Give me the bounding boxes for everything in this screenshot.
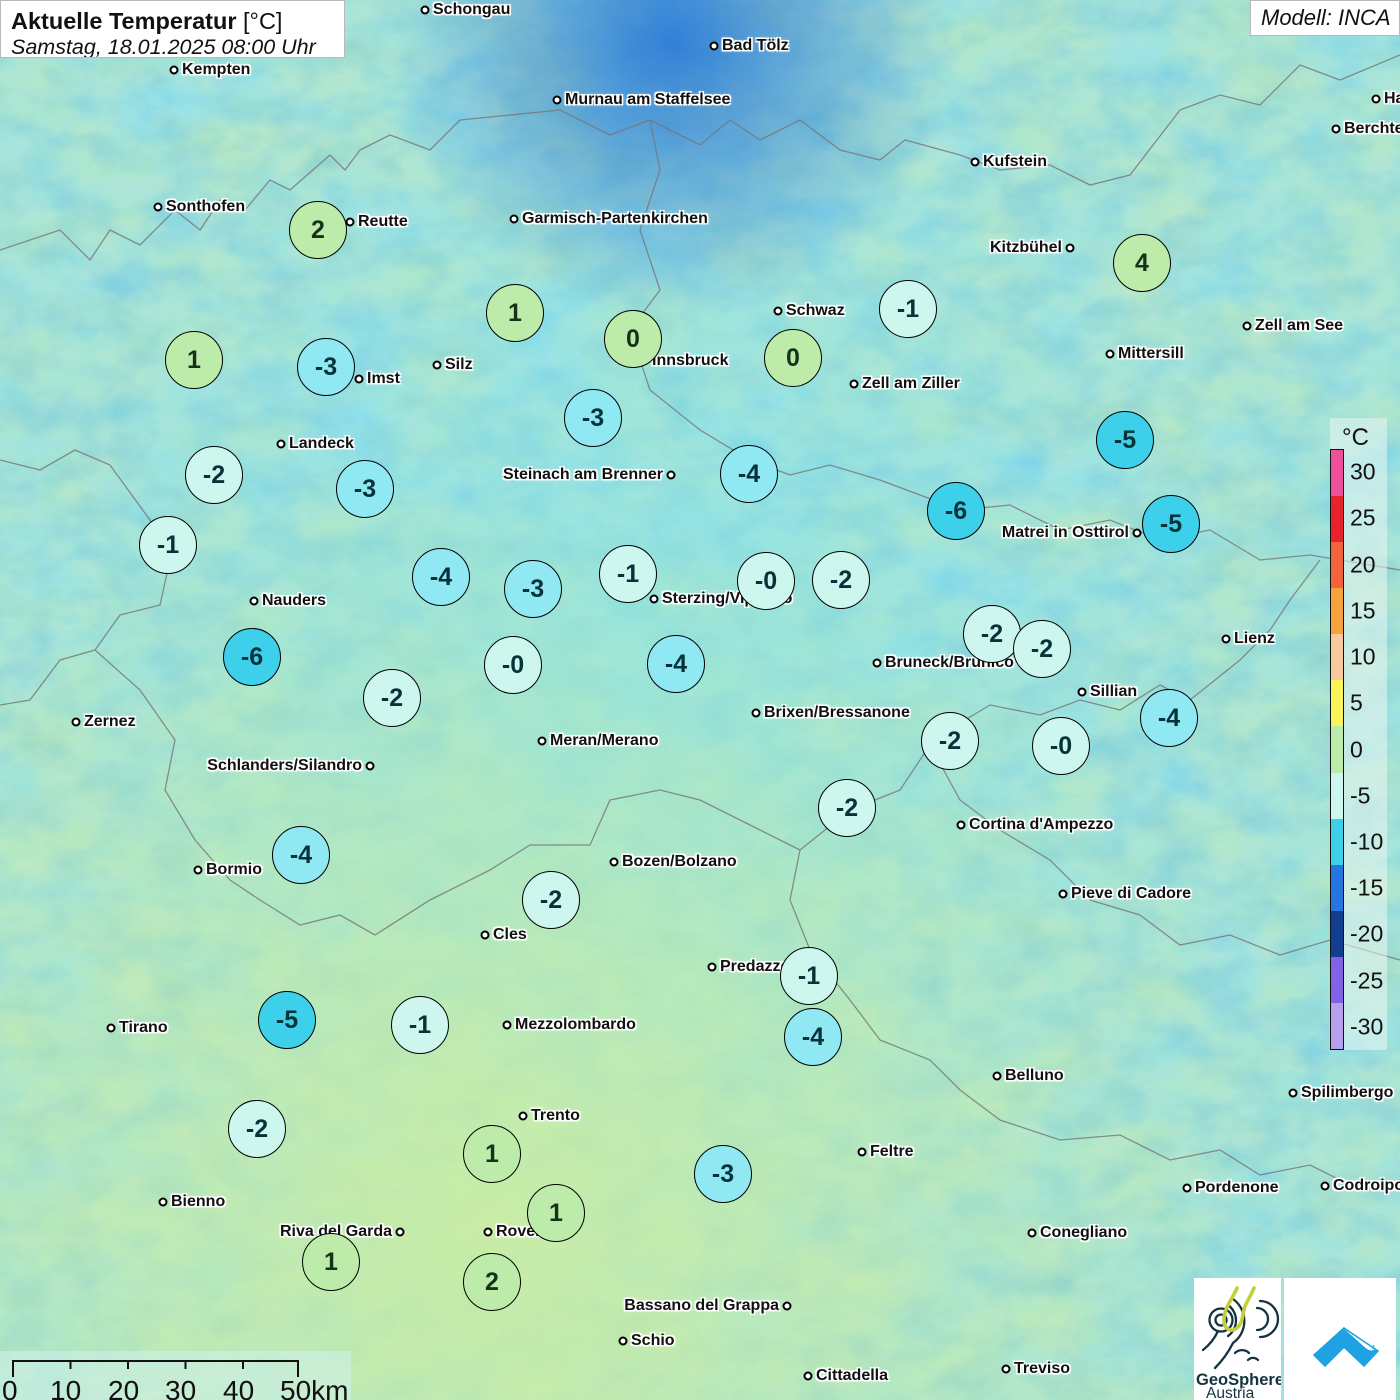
svg-text:Austria: Austria [1206,1385,1255,1400]
